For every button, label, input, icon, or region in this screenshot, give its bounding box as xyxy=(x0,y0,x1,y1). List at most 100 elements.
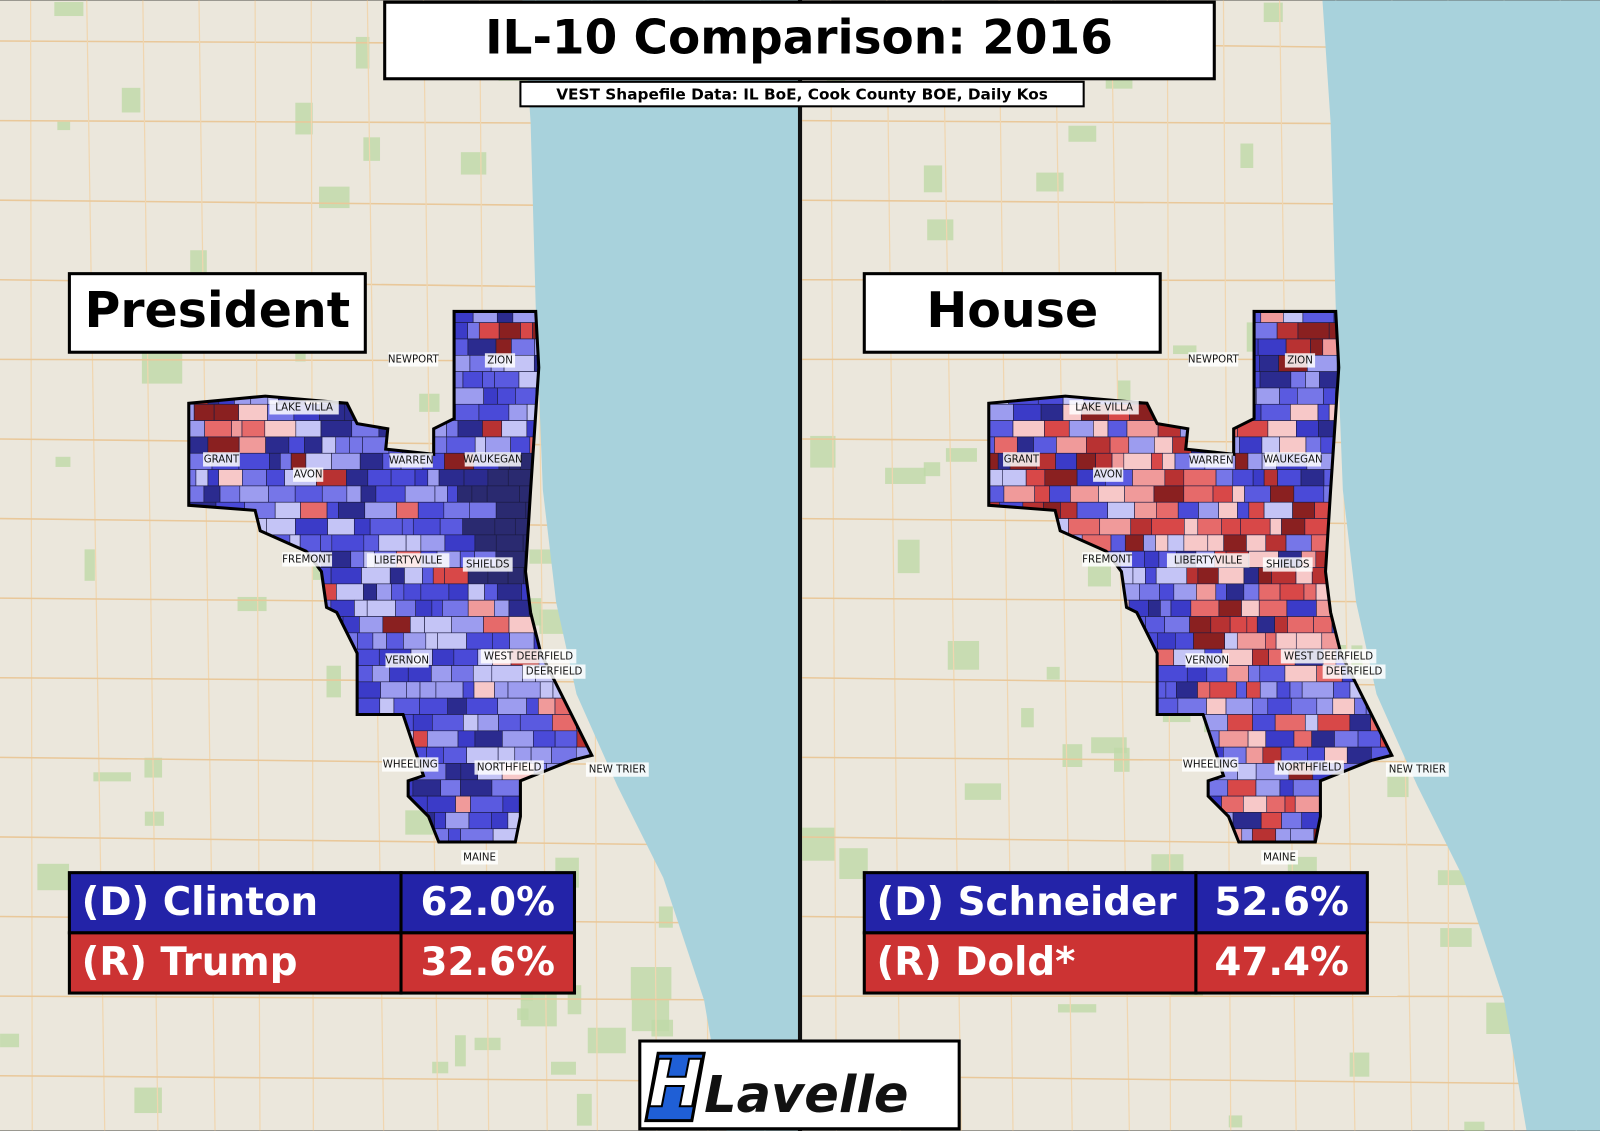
precinct xyxy=(1107,420,1128,438)
precinct xyxy=(1176,681,1198,699)
result-value-cell xyxy=(1194,931,1369,995)
park xyxy=(1068,125,1097,142)
precinct xyxy=(445,763,462,781)
precinct xyxy=(396,501,419,519)
precinct xyxy=(1044,469,1078,487)
precinct xyxy=(1285,534,1312,552)
place-label: NEWPORT xyxy=(1188,354,1240,365)
park xyxy=(57,121,71,131)
precinct xyxy=(451,616,484,634)
precinct xyxy=(1276,322,1299,340)
precinct xyxy=(1318,420,1335,438)
precinct xyxy=(494,371,520,389)
lake xyxy=(1322,0,1600,1131)
precinct xyxy=(1259,371,1292,389)
precinct xyxy=(1236,632,1266,650)
precinct xyxy=(462,681,475,699)
precinct xyxy=(1247,730,1267,748)
precinct xyxy=(1145,616,1165,634)
precinct xyxy=(266,469,285,487)
precinct xyxy=(424,616,452,634)
precinct xyxy=(494,681,509,699)
precinct xyxy=(386,632,404,650)
precinct xyxy=(355,648,380,666)
precinct xyxy=(1284,795,1296,813)
precinct xyxy=(501,420,528,438)
precinct xyxy=(498,714,521,732)
precinct xyxy=(295,518,328,536)
precinct xyxy=(1295,632,1323,650)
precinct xyxy=(485,436,511,454)
park xyxy=(1117,380,1131,401)
precinct xyxy=(1286,599,1317,617)
precinct xyxy=(1218,599,1242,617)
place-label: WAUKEGAN xyxy=(463,454,523,465)
place-label: WEST DEERFIELD xyxy=(484,651,573,662)
precinct xyxy=(537,697,556,715)
park xyxy=(319,186,350,209)
precinct xyxy=(457,485,473,503)
park xyxy=(810,435,836,468)
precinct xyxy=(526,697,539,715)
precinct xyxy=(430,665,452,683)
precinct xyxy=(1274,616,1288,634)
precinct xyxy=(404,485,436,503)
precinct xyxy=(1151,452,1163,470)
precinct xyxy=(288,436,305,454)
precinct xyxy=(1126,420,1159,438)
district-outline xyxy=(187,309,595,844)
precinct xyxy=(326,501,339,519)
precinct xyxy=(474,436,486,454)
precinct xyxy=(1134,501,1157,519)
precinct xyxy=(1304,714,1319,732)
park xyxy=(54,1,84,17)
precinct xyxy=(1279,583,1305,601)
precinct xyxy=(242,469,267,487)
precinct xyxy=(1252,469,1265,487)
place-label: WARREN xyxy=(389,455,434,466)
precinct xyxy=(1095,452,1113,470)
precinct xyxy=(1040,403,1064,421)
place-label-bg xyxy=(1280,649,1377,664)
precinct xyxy=(207,469,219,487)
precinct xyxy=(431,714,464,732)
place-label-bg xyxy=(522,664,586,679)
precinct xyxy=(1221,795,1244,813)
precinct xyxy=(346,485,362,503)
place-label: VERNON xyxy=(1185,655,1229,666)
precinct xyxy=(1265,730,1295,748)
precinct xyxy=(1279,436,1307,454)
place-label: FREMONT xyxy=(282,554,333,565)
precinct xyxy=(1239,436,1263,454)
road xyxy=(30,0,33,1131)
precinct xyxy=(1246,616,1258,634)
precinct xyxy=(1139,583,1160,601)
precinct xyxy=(1248,665,1261,683)
district-outline xyxy=(987,309,1395,844)
precinct xyxy=(1212,485,1233,503)
place-label: SHIELDS xyxy=(1266,559,1310,570)
precinct xyxy=(354,599,368,617)
precinct xyxy=(473,681,495,699)
precinct xyxy=(994,436,1018,454)
precinct xyxy=(265,436,290,454)
precinct xyxy=(376,583,392,601)
precinct xyxy=(496,583,523,601)
place-label-bg xyxy=(461,850,498,865)
place-label: VERNON xyxy=(385,655,429,666)
logo-mark: H xyxy=(648,1046,703,1122)
park xyxy=(1057,1004,1097,1013)
precinct xyxy=(300,501,328,519)
park xyxy=(923,165,943,193)
park xyxy=(454,1035,466,1067)
precinct xyxy=(492,632,510,650)
precinct xyxy=(1290,403,1319,421)
precinct xyxy=(1256,616,1275,634)
place-label: WAUKEGAN xyxy=(1263,454,1323,465)
place-label-bg xyxy=(474,760,544,775)
road xyxy=(0,836,776,847)
precinct xyxy=(507,681,541,699)
place-label-bg xyxy=(382,757,439,772)
road xyxy=(0,995,776,1001)
precinct xyxy=(193,403,215,421)
